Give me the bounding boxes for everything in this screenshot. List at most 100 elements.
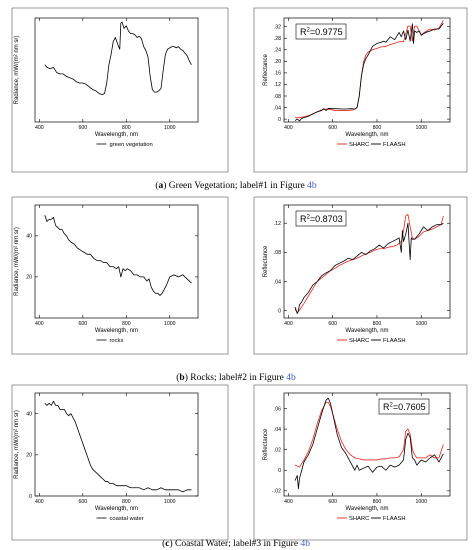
y-tick-label: 40	[26, 234, 32, 240]
y-tick-label: .04	[274, 279, 281, 285]
y-axis-label: Reflectance	[263, 53, 269, 85]
x-tick-label: 600	[328, 499, 337, 505]
x-tick-label: 1000	[415, 321, 427, 327]
r2-label: R2=0.7605	[383, 402, 426, 412]
r2-label: R2=0.9775	[300, 27, 343, 37]
radiance-panel: 400 600 800 1000 20 40 Wavelength, nm Radiance,…	[11, 196, 229, 355]
x-axis-label: Wavelength, nm	[95, 328, 138, 334]
row-rocks: 400 600 800 1000 20 40 Wavelength, nm Radiance,…	[11, 196, 468, 383]
y-tick-label: .08	[274, 250, 281, 256]
y-tick-label: .24	[274, 48, 281, 54]
series-line-sharc	[294, 214, 444, 314]
reflectance-frame	[253, 384, 468, 541]
x-tick-label: 600	[78, 125, 87, 131]
legend-label-sharc: SHARC	[349, 516, 369, 522]
x-tick-label: 400	[284, 499, 293, 505]
y-axis-label: Radiance, mW/(m² nm sr)	[14, 410, 20, 479]
r2-box	[378, 398, 430, 415]
plot-area	[34, 392, 199, 497]
y-tick-label: .12	[274, 221, 281, 227]
y-axis-label: Reflectance	[263, 245, 269, 277]
reflectance-frame	[253, 196, 468, 355]
x-tick-label: 600	[78, 499, 87, 505]
series-line-flaash	[294, 22, 444, 122]
plot-area	[283, 17, 451, 123]
y-tick-label: .28	[274, 36, 281, 42]
y-tick-label: 0	[278, 117, 281, 123]
legend-label: rocks	[110, 338, 124, 344]
x-tick-label: 1000	[164, 499, 176, 505]
radiance-panel: 400 600 800 1000 0 20 40 Wavelength, nm Radiance…	[11, 384, 229, 541]
radiance-frame	[11, 7, 229, 173]
y-tick-label: 20	[26, 275, 32, 281]
reflectance-panel: 400 600 800 1000 0 .04 .08 .12 Wavelength, nm Ref…	[253, 196, 468, 355]
series-line-coastal-water	[44, 400, 192, 493]
x-tick-label: 800	[373, 499, 382, 505]
x-tick-label: 800	[122, 125, 131, 131]
legend-label-flaash: FLAASH	[383, 338, 406, 344]
y-tick-label: .04	[274, 427, 281, 433]
y-tick-label: .32	[274, 24, 281, 30]
x-tick-label: 1000	[164, 321, 176, 327]
y-tick-label: .16	[274, 71, 281, 77]
plot-area	[283, 204, 451, 319]
y-axis-label: Reflectance	[263, 428, 269, 460]
caption: (b) Rocks; label#2 in Figure 4b	[176, 372, 296, 383]
x-tick-label: 400	[284, 125, 293, 131]
y-tick-label: 0	[29, 494, 32, 500]
x-tick-label: 400	[35, 499, 44, 505]
y-tick-label: 40	[26, 411, 32, 417]
y-tick-label: .02	[274, 447, 281, 453]
x-axis-label: Wavelength, nm	[95, 132, 138, 138]
x-tick-label: 800	[373, 321, 382, 327]
row-green-vegetation: 400 600 800 1000 Wavelength, nm Radiance, mW/…	[11, 7, 468, 191]
reflectance-panel: 400 600 800 1000 -.02 0 .02 .04 .06 Wavelength, n…	[253, 384, 468, 541]
x-axis-label: Wavelength, nm	[95, 506, 138, 512]
y-tick-label: 0	[278, 468, 281, 474]
caption: (c) Coastal Water; label#3 in Figure 4b	[162, 538, 310, 549]
legend-label: coastal water	[110, 516, 144, 522]
x-tick-label: 800	[122, 499, 131, 505]
r2-label: R2=0.8703	[300, 214, 343, 224]
y-tick-label: .06	[274, 406, 281, 412]
radiance-panel: 400 600 800 1000 Wavelength, nm Radiance, mW/…	[11, 7, 229, 173]
legend-label-flaash: FLAASH	[383, 142, 406, 148]
plot-area	[34, 17, 199, 123]
y-axis-label: Radiance, mW/(m² nm sr)	[14, 36, 20, 105]
r2-box	[295, 210, 347, 227]
legend-label: green vegetation	[110, 142, 153, 148]
radiance-frame	[11, 196, 229, 355]
x-tick-label: 600	[328, 125, 337, 131]
y-tick-label: 0	[278, 309, 281, 315]
series-line-flaash	[294, 222, 444, 315]
plot-area	[283, 392, 451, 497]
x-tick-label: 400	[284, 321, 293, 327]
series-line-sharc	[294, 401, 444, 468]
y-tick-label: .20	[274, 59, 281, 65]
x-tick-label: 800	[373, 125, 382, 131]
x-tick-label: 600	[328, 321, 337, 327]
legend-label-sharc: SHARC	[349, 338, 369, 344]
series-line-flaash	[294, 397, 444, 490]
y-tick-label: 20	[26, 453, 32, 459]
x-tick-label: 400	[35, 321, 44, 327]
legend-label-flaash: FLAASH	[383, 516, 406, 522]
y-tick-label: .12	[274, 82, 281, 88]
x-tick-label: 800	[122, 321, 131, 327]
y-tick-label: -.02	[272, 489, 281, 495]
caption: (a) Green Vegetation; label#1 in Figure …	[155, 180, 317, 191]
series-line-rocks	[44, 215, 192, 296]
radiance-frame	[11, 384, 229, 541]
r2-box	[295, 23, 347, 40]
y-tick-label: .04	[274, 105, 281, 111]
x-tick-label: 400	[35, 125, 44, 131]
x-axis-label: Wavelength, nm	[345, 506, 388, 512]
series-line-green-vegetation	[44, 21, 192, 96]
row-coastal-water: 400 600 800 1000 0 20 40 Wavelength, nm Radiance…	[11, 384, 468, 549]
legend-label-sharc: SHARC	[349, 142, 369, 148]
x-tick-label: 1000	[415, 499, 427, 505]
reflectance-panel: 400 600 800 1000 0 .04 .08 .12 .16 .20 .24 .28 .32 Wa…	[253, 7, 468, 173]
y-axis-label: Radiance, mW/(m² nm sr)	[14, 227, 20, 296]
y-tick-label: .08	[274, 94, 281, 100]
